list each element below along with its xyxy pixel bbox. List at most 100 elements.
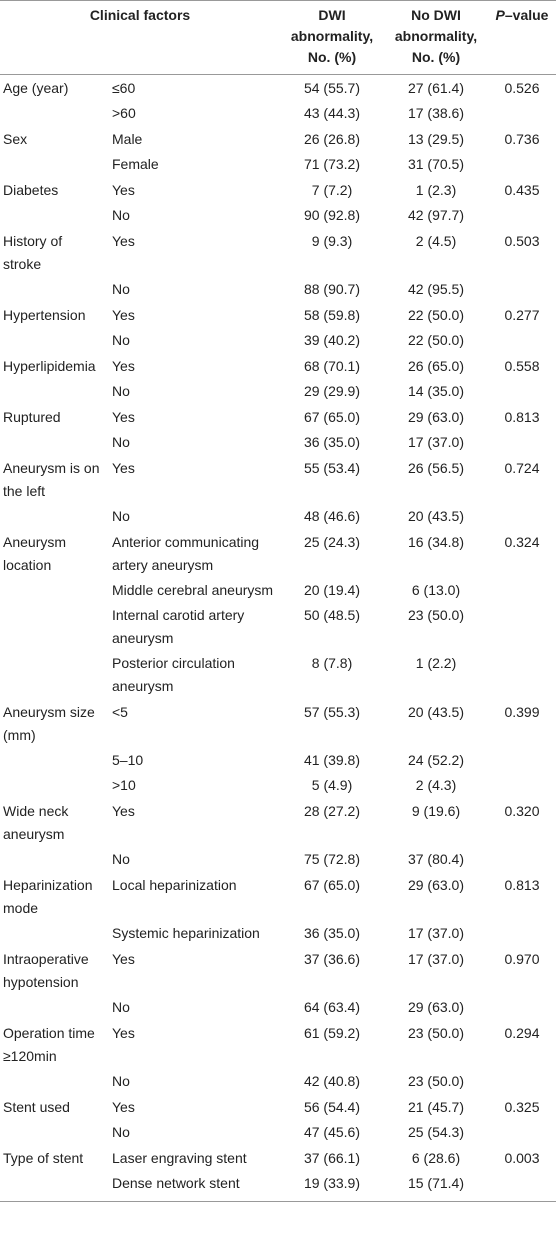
dwi-cell: 48 (46.6) bbox=[303, 508, 361, 524]
table-row: Wide neck aneurysm Yes 28 (27.2) 9 (19.6) 0.… bbox=[0, 798, 556, 847]
no-dwi-cell: 23 (50.0) bbox=[407, 1073, 465, 1089]
no-dwi-cell: 21 (45.7) bbox=[407, 1099, 465, 1115]
no-dwi-cell: 6 (13.0) bbox=[411, 582, 461, 598]
table-row: Hypertension Yes 58 (59.8) 22 (50.0) 0.277 bbox=[0, 302, 556, 328]
p-value-cell bbox=[488, 1171, 556, 1202]
dwi-cell: 41 (39.8) bbox=[303, 752, 361, 768]
factor-cell bbox=[0, 578, 108, 603]
no-dwi-cell: 42 (97.7) bbox=[407, 207, 465, 223]
factor-cell bbox=[0, 504, 108, 529]
no-dwi-cell: 20 (43.5) bbox=[407, 704, 465, 720]
table-row: Internal carotid artery aneurysm 50 (48.5… bbox=[0, 603, 556, 651]
p-value-cell bbox=[488, 277, 556, 302]
factor-cell: Sex bbox=[3, 131, 28, 147]
table-row: Aneurysm is on the left Yes 55 (53.4) 26 (5… bbox=[0, 455, 556, 504]
p-value-cell: 0.294 bbox=[504, 1025, 540, 1041]
p-value-cell: 0.970 bbox=[504, 951, 540, 967]
level-cell: Local heparinization bbox=[112, 877, 237, 893]
dwi-cell: 90 (92.8) bbox=[303, 207, 361, 223]
dwi-cell: 88 (90.7) bbox=[303, 281, 361, 297]
factor-cell: Wide neck aneurysm bbox=[3, 803, 69, 842]
table-row: No 42 (40.8) 23 (50.0) bbox=[0, 1069, 556, 1094]
table-row: No 36 (35.0) 17 (37.0) bbox=[0, 430, 556, 455]
p-value-cell bbox=[488, 101, 556, 126]
no-dwi-cell: 2 (4.3) bbox=[415, 777, 457, 793]
table-row: >60 43 (44.3) 17 (38.6) bbox=[0, 101, 556, 126]
table-row: Type of stent Laser engraving stent 37 (66… bbox=[0, 1145, 556, 1171]
header-p-suffix: –value bbox=[504, 7, 549, 23]
factor-cell bbox=[0, 651, 108, 699]
p-value-cell: 0.526 bbox=[504, 80, 540, 96]
no-dwi-cell: 15 (71.4) bbox=[384, 1171, 488, 1202]
level-cell: Systemic heparinization bbox=[112, 925, 260, 941]
level-cell: Yes bbox=[112, 460, 135, 476]
p-value-cell bbox=[488, 328, 556, 353]
table-row: Hyperlipidemia Yes 68 (70.1) 26 (65.0) 0.558 bbox=[0, 353, 556, 379]
factor-cell: Age (year) bbox=[3, 80, 69, 96]
no-dwi-cell: 23 (50.0) bbox=[407, 607, 465, 623]
no-dwi-cell: 22 (50.0) bbox=[407, 332, 465, 348]
dwi-cell: 75 (72.8) bbox=[303, 851, 361, 867]
table-row: No 75 (72.8) 37 (80.4) bbox=[0, 847, 556, 872]
table-row: Aneurysm size (mm) <5 57 (55.3) 20 (43.5) 0.… bbox=[0, 699, 556, 748]
table-row: Posterior circulation aneurysm 8 (7.8) 1 (… bbox=[0, 651, 556, 699]
level-cell: Yes bbox=[112, 409, 135, 425]
p-value-cell: 0.003 bbox=[504, 1150, 540, 1166]
level-cell: No bbox=[112, 383, 130, 399]
factor-cell bbox=[0, 203, 108, 228]
p-value-cell bbox=[488, 995, 556, 1020]
table-row: No 39 (40.2) 22 (50.0) bbox=[0, 328, 556, 353]
table-row: Middle cerebral aneurysm 20 (19.4) 6 (13.0… bbox=[0, 578, 556, 603]
header-p-value: P–value bbox=[488, 0, 556, 75]
no-dwi-cell: 23 (50.0) bbox=[407, 1025, 465, 1041]
p-value-cell bbox=[488, 748, 556, 773]
factor-cell: Ruptured bbox=[3, 409, 61, 425]
dwi-cell: 47 (45.6) bbox=[303, 1124, 361, 1140]
level-cell: 5–10 bbox=[112, 752, 144, 768]
p-value-cell: 0.503 bbox=[504, 233, 540, 249]
p-value-cell bbox=[488, 578, 556, 603]
table-row: Dense network stent 19 (33.9) 15 (71.4) bbox=[0, 1171, 556, 1202]
factor-cell bbox=[0, 773, 108, 798]
p-value-cell bbox=[488, 430, 556, 455]
table-row: History of stroke Yes 9 (9.3) 2 (4.5) 0.503 bbox=[0, 228, 556, 277]
table-row: Stent used Yes 56 (54.4) 21 (45.7) 0.325 bbox=[0, 1094, 556, 1120]
header-no-dwi-abnormality: No DWI abnormality, No. (%) bbox=[384, 0, 488, 75]
level-cell: >10 bbox=[112, 777, 136, 793]
no-dwi-cell: 17 (38.6) bbox=[407, 105, 465, 121]
level-cell: No bbox=[112, 851, 130, 867]
dwi-cell: 36 (35.0) bbox=[303, 434, 361, 450]
level-cell: ≤60 bbox=[112, 80, 136, 96]
p-value-cell: 0.320 bbox=[504, 803, 540, 819]
level-cell: <5 bbox=[112, 704, 128, 720]
no-dwi-cell: 42 (95.5) bbox=[407, 281, 465, 297]
dwi-cell: 25 (24.3) bbox=[303, 534, 361, 550]
factor-cell bbox=[0, 1120, 108, 1145]
table-row: Ruptured Yes 67 (65.0) 29 (63.0) 0.813 bbox=[0, 404, 556, 430]
p-value-cell bbox=[488, 504, 556, 529]
factor-cell bbox=[0, 328, 108, 353]
level-cell: Yes bbox=[112, 307, 135, 323]
factor-cell: Diabetes bbox=[3, 182, 59, 198]
clinical-factors-table: Clinical factors DWI abnormality, No. (%… bbox=[0, 0, 556, 1202]
no-dwi-cell: 26 (65.0) bbox=[407, 358, 465, 374]
p-value-cell: 0.325 bbox=[504, 1099, 540, 1115]
level-cell: Yes bbox=[112, 358, 135, 374]
factor-cell: Aneurysm is on the left bbox=[3, 460, 100, 499]
no-dwi-cell: 17 (37.0) bbox=[407, 434, 465, 450]
level-cell: Laser engraving stent bbox=[112, 1150, 247, 1166]
no-dwi-cell: 27 (61.4) bbox=[407, 80, 465, 96]
factor-cell bbox=[0, 921, 108, 946]
factor-cell bbox=[0, 430, 108, 455]
level-cell: Male bbox=[112, 131, 143, 147]
table-row: Sex Male 26 (26.8) 13 (29.5) 0.736 bbox=[0, 126, 556, 152]
dwi-cell: 29 (29.9) bbox=[303, 383, 361, 399]
level-cell: No bbox=[112, 1073, 130, 1089]
factor-cell: Aneurysm location bbox=[3, 534, 67, 573]
p-value-cell bbox=[488, 603, 556, 651]
level-cell: No bbox=[112, 434, 130, 450]
no-dwi-cell: 1 (2.3) bbox=[415, 182, 457, 198]
dwi-cell: 37 (66.1) bbox=[303, 1150, 361, 1166]
factor-cell bbox=[0, 152, 108, 177]
factor-cell bbox=[0, 1069, 108, 1094]
